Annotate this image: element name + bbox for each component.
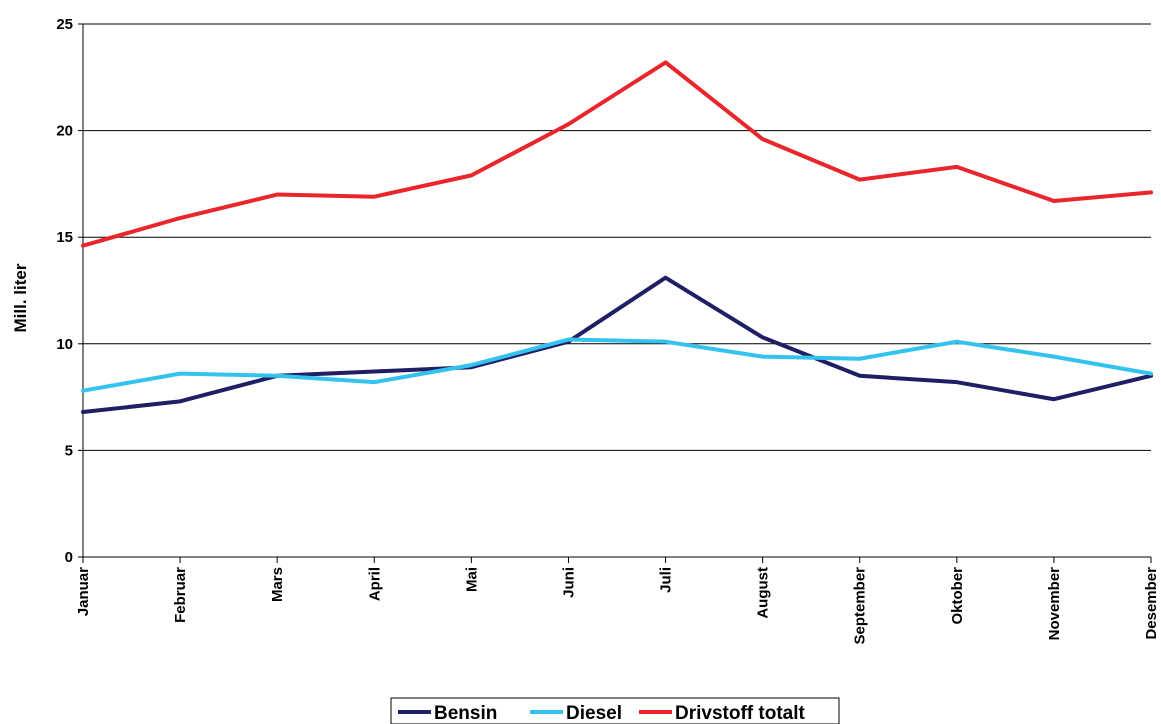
data-point — [761, 355, 765, 359]
y-axis-ticks: 0 5 10 15 20 25 — [56, 16, 83, 566]
data-point — [664, 60, 668, 64]
data-point — [664, 340, 668, 344]
legend-label: Drivstoff totalt — [675, 703, 806, 724]
x-tick-label: Juli — [658, 567, 675, 593]
x-tick-label: April — [366, 567, 383, 601]
y-axis-title: Mill. liter — [11, 263, 30, 332]
legend-box — [390, 697, 840, 724]
data-point — [469, 363, 473, 367]
x-axis-ticks: Januar Februar Mars April Mai Juni Juli August S… — [75, 557, 1160, 645]
y-tick-label: 5 — [65, 442, 73, 459]
data-point — [858, 357, 862, 361]
data-point — [955, 165, 959, 169]
x-tick-label: September — [852, 567, 869, 645]
data-point — [372, 370, 376, 374]
legend-label: Diesel — [566, 703, 622, 724]
data-point — [955, 340, 959, 344]
data-point — [81, 244, 85, 248]
series-lines — [81, 60, 1153, 415]
data-point — [1149, 372, 1153, 376]
y-tick-label: 25 — [56, 16, 73, 33]
data-point — [81, 410, 85, 414]
data-point — [1052, 199, 1056, 203]
y-tick-label: 15 — [56, 229, 73, 246]
x-tick-label: Mars — [269, 567, 286, 602]
data-point — [1052, 355, 1056, 359]
x-tick-label: Januar — [75, 567, 92, 616]
series-line-diesel — [81, 337, 1153, 393]
data-point — [955, 380, 959, 384]
data-point — [566, 338, 570, 342]
data-point — [178, 372, 182, 376]
series-line-bensin — [81, 275, 1153, 415]
x-tick-label: Desember — [1143, 567, 1160, 640]
data-point — [372, 195, 376, 199]
x-tick-label: Mai — [463, 567, 480, 592]
data-point — [275, 374, 279, 378]
series-line-drivstoff-totalt — [81, 60, 1153, 248]
data-point — [761, 335, 765, 339]
x-tick-label: November — [1046, 567, 1063, 641]
data-point — [858, 374, 862, 378]
data-point — [761, 137, 765, 141]
legend: Bensin Diesel Drivstoff totalt — [390, 697, 840, 724]
data-point — [275, 193, 279, 197]
data-point — [664, 276, 668, 280]
data-point — [1149, 190, 1153, 194]
x-tick-label: Februar — [172, 567, 189, 623]
data-point — [372, 380, 376, 384]
legend-label: Bensin — [434, 703, 497, 724]
x-tick-label: Oktober — [949, 567, 966, 625]
y-tick-label: 10 — [56, 336, 73, 353]
data-point — [469, 173, 473, 177]
data-point — [858, 178, 862, 182]
data-point — [1052, 397, 1056, 401]
data-point — [178, 216, 182, 220]
data-point — [178, 399, 182, 403]
y-tick-label: 0 — [65, 549, 73, 566]
y-tick-label: 20 — [56, 123, 73, 140]
plot-area — [82, 24, 1151, 558]
data-point — [81, 389, 85, 393]
x-tick-label: Juni — [560, 567, 577, 598]
data-point — [566, 122, 570, 126]
x-tick-label: August — [755, 567, 772, 619]
